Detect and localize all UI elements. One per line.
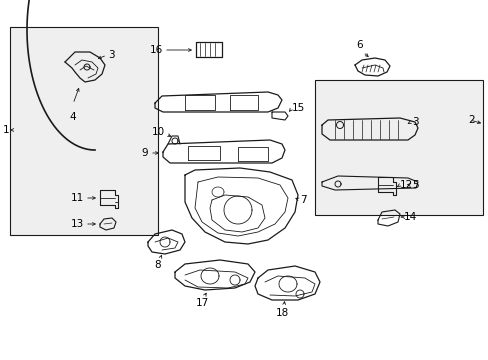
Text: 16: 16 (149, 45, 163, 55)
Text: 6: 6 (356, 40, 363, 50)
Text: 3: 3 (411, 117, 418, 127)
Text: 13: 13 (71, 219, 84, 229)
Bar (10, 27, 158, 235)
Bar (314, 80, 482, 215)
Text: 9: 9 (141, 148, 148, 158)
Text: 1: 1 (3, 125, 10, 135)
Text: 15: 15 (291, 103, 305, 113)
Text: 10: 10 (152, 127, 164, 137)
Text: 11: 11 (71, 193, 84, 203)
Text: 7: 7 (299, 195, 306, 205)
Text: 12: 12 (399, 180, 412, 190)
Text: 17: 17 (195, 298, 208, 308)
Text: 8: 8 (154, 260, 161, 270)
Text: 3: 3 (108, 50, 114, 60)
Text: 18: 18 (275, 308, 288, 318)
Text: 14: 14 (403, 212, 416, 222)
Text: 4: 4 (70, 112, 76, 122)
Text: 5: 5 (411, 180, 418, 190)
Text: 2: 2 (467, 115, 474, 125)
